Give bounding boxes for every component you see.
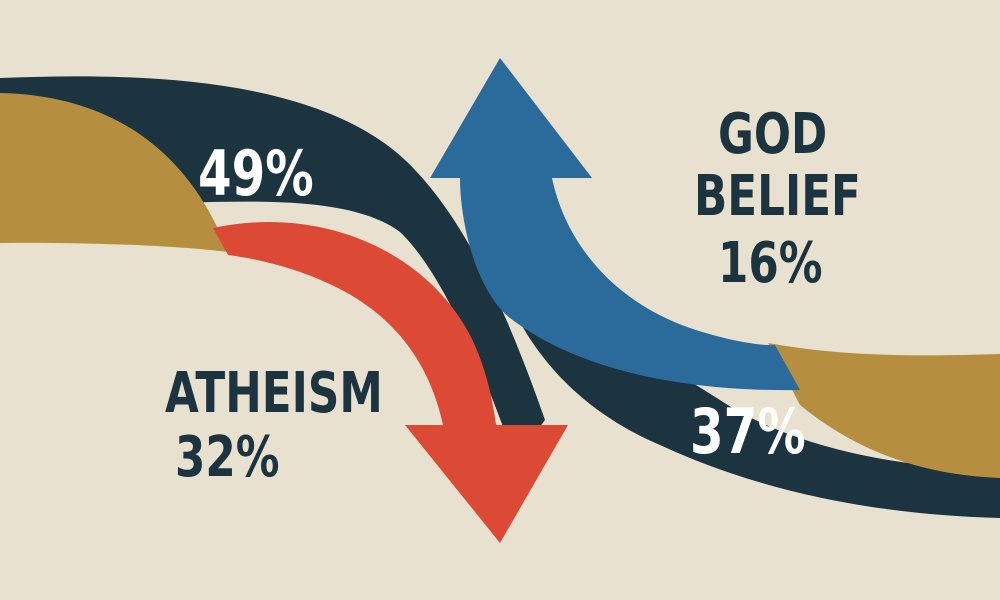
blue-up-arrow xyxy=(430,58,800,391)
top-left-percent-label: 49% xyxy=(198,137,314,210)
left-gold-band xyxy=(0,93,228,252)
right-gold-band xyxy=(768,343,1000,478)
god-belief-percent-label: 16% xyxy=(718,231,823,296)
red-down-arrow xyxy=(213,222,568,543)
right-dark-band xyxy=(490,250,1000,518)
atheism-percent-label: 32% xyxy=(175,425,280,490)
bottom-right-percent-label: 37% xyxy=(690,395,806,468)
atheism-title: ATHEISM xyxy=(165,361,383,426)
god-belief-title-line2: BELIEF xyxy=(694,164,861,229)
god-belief-title-line1: GOD xyxy=(718,102,828,167)
